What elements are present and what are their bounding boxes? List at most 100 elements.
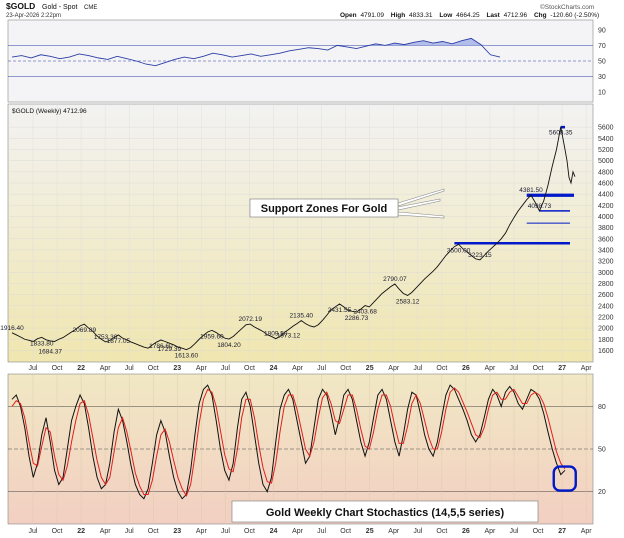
price-annotation: 3223.15: [468, 252, 492, 259]
brand-label: ©StockCharts.com: [540, 3, 594, 11]
stoch-x-tick-label: Apr: [484, 528, 496, 535]
price-annotation: 3500.00: [447, 247, 471, 254]
price-tick-label: 5200: [598, 147, 614, 154]
price-x-tick-label: Jul: [510, 365, 519, 372]
price-x-tick-label: Oct: [340, 365, 351, 372]
price-tick-label: 4400: [598, 192, 614, 199]
rsi-tick-label: 70: [598, 43, 606, 50]
price-panel-title: $GOLD (Weekly) 4712.96: [12, 108, 87, 115]
price-x-tick-label: Oct: [436, 365, 447, 372]
stochastics-layer: 20 50 80 Jul Oct 22 Apr Jul Oct 23 Apr Jul Oct 24 Apr J…: [8, 374, 606, 535]
stoch-x-tick-label: Jul: [510, 528, 519, 535]
price-layer: 1600 1800 2000 2200 2400 2600 2800 3000 3200 3400…: [0, 104, 614, 372]
price-tick-label: 3800: [598, 225, 614, 232]
price-tick-label: 2200: [598, 314, 614, 321]
stoch-x-tick-label: Jul: [221, 528, 230, 535]
open-value: 4791.09: [360, 12, 384, 19]
stoch-x-tick-label: Apr: [292, 528, 304, 535]
price-tick-label: 2400: [598, 303, 614, 310]
stoch-x-tick-label: Oct: [52, 528, 63, 535]
price-annotation: 2069.89: [73, 327, 97, 334]
price-tick-label: 4600: [598, 180, 614, 187]
high-value: 4833.31: [409, 12, 433, 19]
price-annotation: 1729.39: [158, 346, 182, 353]
stoch-x-tick-label: Oct: [244, 528, 255, 535]
price-tick-label: 1600: [598, 348, 614, 355]
stoch-x-tick-label: 24: [270, 528, 278, 535]
stoch-x-tick-label: 26: [462, 528, 470, 535]
stoch-x-tick-label: Apr: [581, 528, 593, 535]
price-x-tick-label: Jul: [317, 365, 326, 372]
price-annotation: 1809.50: [264, 331, 288, 338]
stoch-x-tick-label: Apr: [388, 528, 400, 535]
price-tick-label: 1800: [598, 337, 614, 344]
stoch-x-tick-label: Oct: [436, 528, 447, 535]
last-label: Last: [486, 12, 500, 19]
price-annotation: 1973.12: [277, 333, 301, 340]
low-value: 4664.25: [456, 12, 480, 19]
price-annotation: 1684.37: [39, 349, 63, 356]
price-annotation: 1877.05: [107, 338, 131, 345]
rsi-tick-label: 10: [598, 90, 606, 97]
price-x-tick-label: Oct: [533, 365, 544, 372]
price-x-tick-label: Apr: [196, 365, 208, 372]
oversold-highlight-circle: [552, 465, 577, 492]
price-x-tick-label: 25: [366, 365, 374, 372]
price-annotation: 1959.60: [200, 333, 224, 340]
price-x-tick-label: Oct: [52, 365, 63, 372]
price-tick-label: 2800: [598, 281, 614, 288]
price-x-tick-label: 24: [270, 365, 278, 372]
price-annotation: 1613.60: [175, 353, 199, 360]
price-tick-label: 5600: [598, 125, 614, 132]
price-x-tick-label: Apr: [100, 365, 112, 372]
header-symbol: $GOLD: [6, 1, 35, 11]
stoch-x-tick-label: Oct: [533, 528, 544, 535]
price-x-tick-label: Oct: [244, 365, 255, 372]
price-tick-label: 4000: [598, 214, 614, 221]
stoch-x-tick-label: Apr: [100, 528, 112, 535]
price-x-tick-label: Jul: [221, 365, 230, 372]
rsi-tick-label: 50: [598, 59, 606, 66]
price-x-tick-label: Apr: [581, 365, 593, 372]
support-callout: Support Zones For Gold: [249, 188, 445, 219]
price-x-tick-label: 26: [462, 365, 470, 372]
price-x-tick-label: 27: [558, 365, 566, 372]
stoch-x-tick-label: 27: [558, 528, 566, 535]
price-annotation: 2286.73: [345, 315, 369, 322]
rsi-overbought-fill: [12, 38, 500, 46]
price-x-tick-label: Jul: [29, 365, 38, 372]
price-tick-label: 5400: [598, 136, 614, 143]
price-tick-label: 4200: [598, 203, 614, 210]
high-label: High: [391, 12, 405, 19]
stochastics-title-box: Gold Weekly Chart Stochastics (14,5,5 se…: [231, 500, 539, 523]
stoch-x-tick-label: Jul: [125, 528, 134, 535]
price-annotation: 2072.19: [238, 316, 262, 323]
stoch-tick-label: 20: [598, 489, 606, 496]
price-annotation: 1916.40: [0, 325, 24, 332]
stoch-x-tick-label: Jul: [413, 528, 422, 535]
price-annotation: 1753.30: [94, 334, 118, 341]
price-annotation: 2431.55: [328, 307, 352, 314]
price-x-tick-label: Apr: [388, 365, 400, 372]
price-x-tick-label: Oct: [148, 365, 159, 372]
stoch-x-tick-label: Oct: [148, 528, 159, 535]
price-annotation: 1804.20: [217, 342, 241, 349]
stoch-d-line: [11, 387, 566, 498]
open-label: Open: [340, 12, 357, 19]
low-label: Low: [439, 12, 453, 19]
stoch-x-tick-label: Oct: [340, 528, 351, 535]
stoch-x-tick-label: 22: [77, 528, 85, 535]
rsi-tick-label: 30: [598, 74, 606, 81]
header-name: Gold - Spot: [42, 4, 77, 11]
price-x-tick-label: 22: [77, 365, 85, 372]
chg-label: Chg: [534, 12, 547, 19]
header-date: 23-Apr-2026 2:22pm: [6, 13, 61, 19]
stoch-x-tick-label: Jul: [29, 528, 38, 535]
header-exchange: CME: [84, 5, 97, 11]
price-tick-label: 4800: [598, 169, 614, 176]
price-line: [11, 126, 566, 351]
stoch-x-tick-label: 25: [366, 528, 374, 535]
stoch-k-line: [11, 384, 566, 500]
price-x-tick-label: Apr: [292, 365, 304, 372]
